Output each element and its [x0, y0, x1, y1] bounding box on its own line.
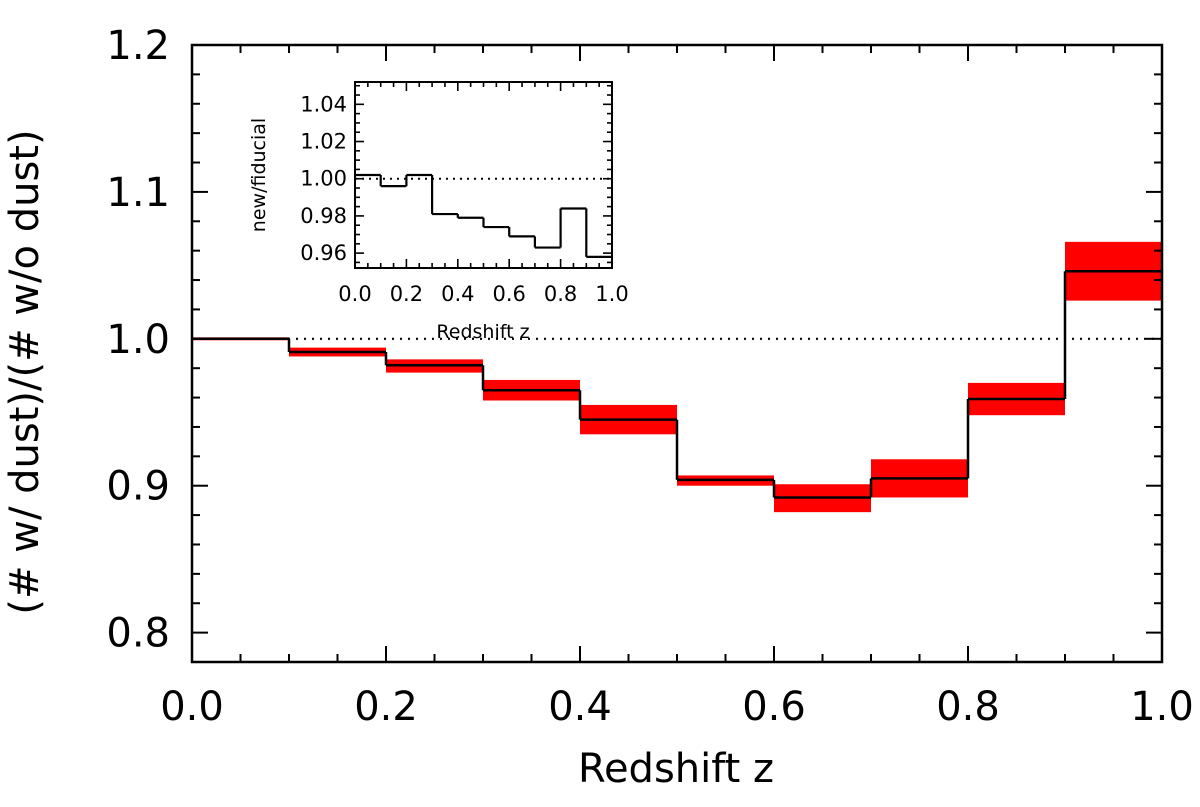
- inset-frame: [354, 81, 613, 269]
- main-x-tick-label: 0.2: [354, 684, 418, 730]
- main-x-tick-label: 0.4: [548, 684, 612, 730]
- main-y-tick-label: 0.8: [106, 611, 170, 657]
- inset-x-tick-label: 0.4: [441, 282, 474, 306]
- main-x-tick-label: 1.0: [1130, 684, 1194, 730]
- inset-y-tick-label: 1.00: [300, 167, 347, 191]
- inset-y-tick-label: 0.96: [300, 241, 347, 265]
- main-y-axis-title: (# w/ dust)/(# w/o dust): [2, 129, 48, 614]
- inset-y-tick-label: 1.04: [300, 92, 347, 116]
- main-y-tick-label: 0.9: [106, 464, 170, 510]
- main-plot: 0.0 0.2 0.4 0.6 0.8 1.0 0.8 0.9 1.0 1.1 1.2: [106, 23, 1193, 730]
- main-y-tick-label: 1.1: [106, 170, 170, 216]
- inset-y-tick-label: 0.98: [300, 204, 347, 228]
- inset-y-tick-label: 1.02: [300, 130, 347, 154]
- main-x-tick-label: 0.6: [742, 684, 806, 730]
- inset-y-axis-title: new/fiducial: [248, 118, 270, 232]
- main-x-tick-label: 0.0: [160, 684, 224, 730]
- inset-x-tick-label: 0.0: [338, 282, 371, 306]
- inset-x-tick-label: 0.8: [544, 282, 577, 306]
- main-x-axis-title: Redshift z: [578, 746, 774, 792]
- main-y-tick-label: 1.0: [106, 317, 170, 363]
- inset-x-tick-label: 0.2: [390, 282, 423, 306]
- inset-x-tick-label: 1.0: [595, 282, 628, 306]
- inset-x-tick-label: 0.6: [492, 282, 525, 306]
- inset-x-axis-title: Redshift z: [436, 321, 529, 343]
- main-x-tick-label: 0.8: [936, 684, 1000, 730]
- inset-plot: 0.0 0.2 0.4 0.6 0.8 1.0 0.96 0.98 1.00 1.02 1.04: [300, 81, 629, 306]
- main-y-tick-label: 1.2: [106, 23, 170, 69]
